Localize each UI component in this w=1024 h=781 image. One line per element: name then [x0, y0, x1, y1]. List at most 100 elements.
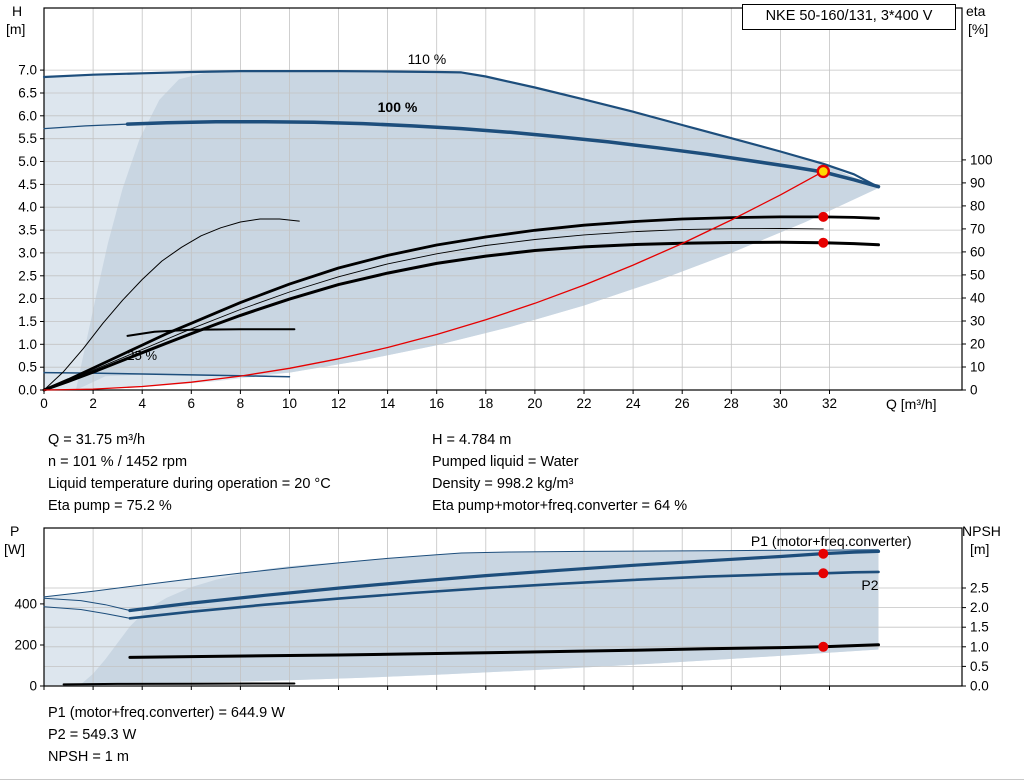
info-line-density: Density = 998.2 kg/m³	[432, 476, 574, 492]
x-tick-label: 4	[138, 396, 146, 411]
power-envelope-inner	[80, 549, 879, 685]
info-line-npsh: NPSH = 1 m	[48, 749, 129, 765]
curve-label: 110 %	[408, 51, 447, 67]
power-info: P1 (motor+freq.converter) = 644.9 W P2 =…	[48, 702, 285, 768]
speed-curve-100pct-lead	[43, 123, 129, 130]
pump-type-title: NKE 50-160/131, 3*400 V	[742, 4, 956, 30]
info-line-q: Q = 31.75 m³/h	[48, 432, 146, 448]
eta-total-point	[818, 237, 829, 248]
p-axis-name: P	[10, 523, 20, 539]
curve-label: P2	[861, 577, 878, 593]
y-left-tick-label: 6.5	[18, 86, 37, 101]
bottom-divider	[0, 779, 1024, 780]
x-tick-label: 16	[429, 396, 444, 411]
x-tick-label: 6	[188, 396, 196, 411]
p-25pct-curve	[62, 682, 296, 686]
y-right-tick-label: 90	[970, 175, 985, 190]
speed-curve-100pct	[125, 120, 881, 189]
x-tick-label: 22	[576, 396, 591, 411]
npsh-point	[818, 641, 829, 652]
duty-point	[816, 164, 830, 179]
y-left-tick-label: 4.5	[18, 177, 37, 192]
info-line-h: H = 4.784 m	[432, 432, 512, 448]
control-curve	[43, 170, 824, 391]
y-right-tick-label: 2.5	[970, 581, 989, 596]
x-tick-label: 14	[380, 396, 396, 411]
y-right-tick-label: 10	[970, 360, 985, 375]
info-line-liquid: Pumped liquid = Water	[432, 454, 579, 470]
info-line-eta-total: Eta pump+motor+freq.converter = 64 %	[432, 498, 688, 514]
y-left-tick-label: 0	[29, 679, 37, 694]
p1-point	[818, 548, 829, 559]
y-right-tick-label: 50	[970, 267, 985, 282]
npsh-axis-unit: [m]	[970, 541, 990, 557]
y-left-tick-label: 7.0	[18, 63, 37, 78]
info-line-p2: P2 = 549.3 W	[48, 727, 137, 743]
curve-label: 100 %	[378, 99, 418, 115]
y-left-tick-label: 1.0	[18, 337, 37, 352]
duty-info-left: Q = 31.75 m³/h n = 101 % / 1452 rpm Liqu…	[48, 429, 331, 517]
y-right-tick-label: 0.0	[970, 679, 989, 694]
plot-frame	[43, 7, 963, 391]
eta-total-curve	[42, 240, 880, 392]
y-left-tick-label: 2.5	[18, 268, 37, 283]
y-left-tick-label: 4.0	[18, 200, 37, 215]
info-line-temp: Liquid temperature during operation = 20…	[48, 476, 331, 492]
x-tick-label: 32	[822, 396, 837, 411]
h-axis-name: H	[12, 3, 23, 19]
y-left-tick-label: 6.0	[18, 108, 37, 123]
eta-pump-point	[818, 211, 829, 222]
curve-label: 25 %	[127, 348, 157, 363]
duty-info-right: H = 4.784 m Pumped liquid = Water Densit…	[432, 429, 687, 517]
x-tick-label: 26	[675, 396, 690, 411]
x-tick-label: 2	[89, 396, 97, 411]
info-line-eta-pump: Eta pump = 75.2 %	[48, 498, 172, 514]
y-left-tick-label: 400	[14, 596, 37, 611]
y-right-tick-label: 40	[970, 291, 985, 306]
eta-pump-curve	[42, 215, 880, 392]
eta-axis-unit: [%]	[968, 21, 989, 37]
p-axis-unit: [W]	[4, 541, 25, 557]
h-axis-unit: [m]	[6, 21, 26, 37]
info-line-n: n = 101 % / 1452 rpm	[48, 454, 188, 470]
y-right-tick-label: 2.0	[970, 600, 989, 615]
y-left-tick-label: 0.0	[18, 383, 37, 398]
y-right-tick-label: 30	[970, 314, 985, 329]
info-line-p1: P1 (motor+freq.converter) = 644.9 W	[48, 705, 285, 721]
speed-curve-110pct	[42, 69, 880, 189]
y-right-tick-label: 60	[970, 244, 985, 259]
npsh-axis-name: NPSH	[962, 523, 1001, 539]
y-left-tick-label: 0.5	[18, 360, 37, 375]
y-right-tick-label: 1.5	[970, 620, 989, 635]
y-left-tick-label: 5.5	[18, 131, 37, 146]
x-tick-label: 30	[773, 396, 788, 411]
y-right-tick-label: 20	[970, 337, 985, 352]
y-left-tick-label: 3.0	[18, 245, 37, 260]
y-right-tick-label: 70	[970, 221, 985, 236]
power-envelope-top-edge	[43, 549, 879, 598]
eta-axis-name: eta	[966, 3, 986, 19]
y-left-tick-label: 200	[14, 638, 37, 653]
y-right-tick-label: 80	[970, 198, 985, 213]
eta-thin-curve	[43, 228, 824, 391]
x-tick-label: 8	[237, 396, 245, 411]
y-left-tick-label: 1.5	[18, 314, 37, 329]
q-axis-title: Q [m³/h]	[886, 396, 937, 412]
eta-partial-speed-curve	[43, 218, 300, 391]
p1-curve-lead	[43, 597, 131, 611]
x-tick-label: 12	[331, 396, 346, 411]
p2-curve-lead	[43, 606, 131, 619]
x-tick-label: 0	[40, 396, 48, 411]
curve-label: P1 (motor+freq.converter)	[751, 533, 912, 549]
x-tick-label: 18	[478, 396, 493, 411]
x-tick-label: 24	[626, 396, 642, 411]
y-right-tick-label: 0	[970, 383, 978, 398]
operating-envelope-inner	[75, 71, 879, 390]
x-tick-label: 10	[282, 396, 297, 411]
y-right-tick-label: 1.0	[970, 639, 989, 654]
y-right-tick-label: 0.5	[970, 659, 989, 674]
x-tick-label: 28	[724, 396, 739, 411]
x-tick-label: 20	[527, 396, 542, 411]
